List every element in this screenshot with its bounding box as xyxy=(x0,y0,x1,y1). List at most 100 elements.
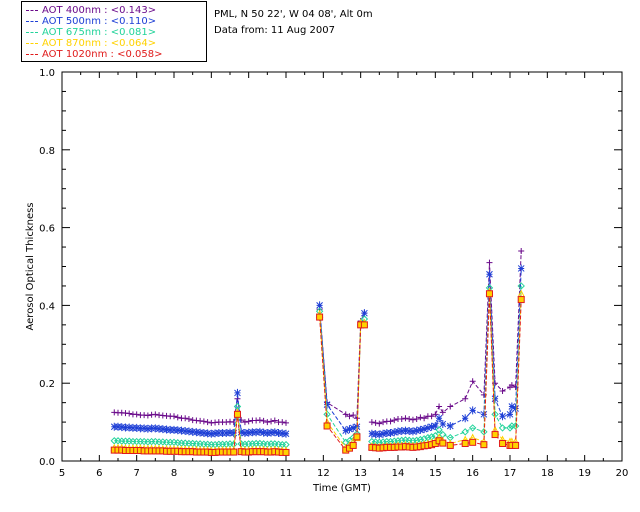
x-tick-label: 19 xyxy=(578,468,591,479)
x-tick-label: 16 xyxy=(466,468,479,479)
data-point-asterisk xyxy=(137,424,144,433)
data-point-square xyxy=(360,321,368,329)
data-point-plus xyxy=(171,413,177,420)
date-info: Data from: 11 Aug 2007 xyxy=(214,25,335,36)
legend-item-675nm: AOT 675nm : <0.081> xyxy=(26,27,156,38)
data-point-asterisk xyxy=(517,264,525,273)
data-point-asterisk xyxy=(282,429,290,438)
data-point-plus xyxy=(174,414,181,421)
data-point-asterisk xyxy=(316,301,323,310)
data-point-plus xyxy=(462,395,469,402)
data-point-plus xyxy=(380,419,387,426)
data-point-plus xyxy=(469,378,476,385)
data-point-plus xyxy=(391,417,398,424)
data-point-plus xyxy=(372,419,379,426)
plot-frame xyxy=(61,71,623,462)
data-point-plus xyxy=(200,418,207,425)
data-point-plus xyxy=(126,410,133,417)
chart-axes xyxy=(61,71,623,462)
data-point-diamond xyxy=(461,428,469,436)
data-point-plus xyxy=(271,417,278,424)
x-tick-label: 5 xyxy=(59,468,65,479)
data-point-asterisk xyxy=(349,423,357,432)
data-point-plus xyxy=(368,419,375,426)
data-point-asterisk xyxy=(215,428,223,437)
data-point-asterisk xyxy=(125,423,133,432)
data-point-asterisk xyxy=(144,424,152,433)
data-point-square xyxy=(446,441,454,449)
data-point-asterisk xyxy=(159,425,167,434)
y-tick-label: 0.8 xyxy=(39,146,55,157)
data-point-plus xyxy=(428,413,435,420)
legend-item-400nm: AOT 400nm : <0.143> xyxy=(26,5,156,16)
data-point-square xyxy=(499,439,507,447)
data-point-asterisk xyxy=(140,424,148,433)
x-tick-label: 7 xyxy=(133,468,139,479)
y-tick-label: 0.0 xyxy=(39,457,55,468)
data-point-asterisk xyxy=(413,426,421,435)
y-axis-title: Aerosol Optical Thickness xyxy=(25,202,36,330)
data-point-square xyxy=(485,290,493,298)
data-point-asterisk xyxy=(260,428,267,437)
series-aot-500nm xyxy=(110,264,525,439)
data-point-asterisk xyxy=(267,428,275,437)
data-point-asterisk xyxy=(512,404,519,413)
data-point-asterisk xyxy=(417,425,424,434)
data-point-asterisk xyxy=(185,427,193,436)
data-point-square xyxy=(517,296,525,304)
data-point-asterisk xyxy=(110,422,118,431)
x-tick-label: 14 xyxy=(392,468,405,479)
data-point-plus xyxy=(398,415,405,422)
data-point-asterisk xyxy=(230,428,238,437)
data-point-plus xyxy=(499,387,506,394)
chart-labels: 5 6 7 8 9 10 11 12 13 14 15 16 17 18 19 20 0.0 0.2 0.4 0.6 0… xyxy=(25,68,628,494)
data-point-asterisk xyxy=(122,423,129,432)
data-point-plus xyxy=(387,418,394,425)
series-aot-675nm xyxy=(110,282,525,449)
data-point-asterisk xyxy=(491,394,499,403)
data-point-asterisk xyxy=(163,425,170,434)
data-point-plus xyxy=(413,415,420,422)
data-point-asterisk xyxy=(506,410,514,419)
data-point-asterisk xyxy=(222,428,230,437)
data-point-plus xyxy=(182,415,189,422)
x-tick-label: 8 xyxy=(171,468,177,479)
legend-swatch-1020nm xyxy=(26,53,38,55)
data-point-square xyxy=(282,448,290,456)
data-point-plus xyxy=(342,411,349,418)
legend: AOT 400nm : <0.143> AOT 500nm : <0.110> … xyxy=(21,1,207,62)
y-tick-label: 0.6 xyxy=(39,224,55,235)
data-point-asterisk xyxy=(431,421,439,430)
data-point-diamond xyxy=(480,428,488,436)
data-point-diamond xyxy=(517,282,525,290)
data-point-diamond xyxy=(468,424,477,432)
data-point-asterisk xyxy=(241,428,249,437)
data-point-plus xyxy=(350,412,357,419)
data-point-asterisk xyxy=(508,402,516,411)
data-point-plus xyxy=(436,403,443,410)
data-point-asterisk xyxy=(252,428,260,437)
data-point-asterisk xyxy=(486,270,493,279)
data-point-asterisk xyxy=(428,422,435,431)
data-point-square xyxy=(323,422,331,430)
data-point-asterisk xyxy=(204,429,211,438)
legend-swatch-870nm xyxy=(26,42,38,44)
legend-label-1020nm: AOT 1020nm : <0.058> xyxy=(42,49,163,60)
data-point-asterisk xyxy=(379,429,387,438)
y-tick-label: 1.0 xyxy=(39,68,55,79)
series-aot-400nm xyxy=(111,247,525,427)
data-point-asterisk xyxy=(342,426,350,435)
series-aot-1020nm xyxy=(110,290,525,456)
data-point-plus xyxy=(144,412,151,419)
data-point-plus xyxy=(346,413,353,420)
data-point-asterisk xyxy=(446,421,454,430)
data-point-asterisk xyxy=(402,426,409,435)
data-point-asterisk xyxy=(155,424,163,433)
data-point-asterisk xyxy=(424,423,432,432)
data-point-asterisk xyxy=(398,427,406,436)
x-tick-label: 6 xyxy=(96,468,102,479)
x-tick-label: 13 xyxy=(354,468,367,479)
data-point-square xyxy=(491,431,499,439)
data-point-square xyxy=(461,439,469,447)
